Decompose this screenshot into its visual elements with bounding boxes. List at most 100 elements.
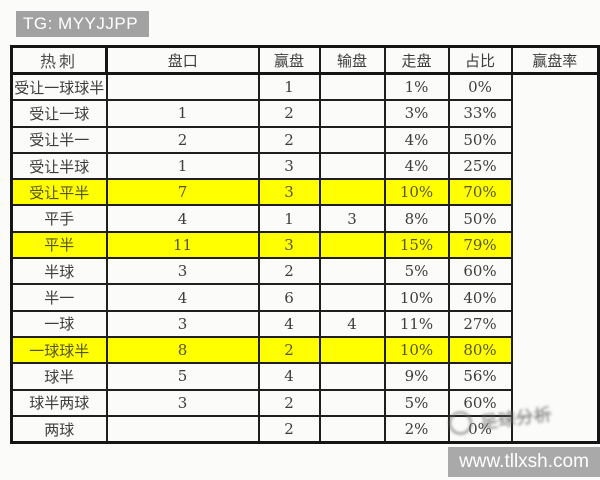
cell-win: 8 [105, 335, 260, 365]
cell-handicap: 平手 [10, 204, 108, 233]
site-watermark-banner: www.tllxsh.com [448, 447, 600, 477]
cell-win: 7 [105, 178, 260, 207]
cell-lose: 2 [257, 414, 321, 444]
cell-handicap: 球半两球 [10, 388, 108, 417]
cell-push [318, 230, 386, 260]
cell-win: 3 [105, 309, 260, 338]
cell-handicap: 一球 [10, 309, 108, 338]
cell-win: 2 [105, 125, 260, 154]
cell-lose: 6 [257, 283, 321, 312]
cell-win [105, 414, 260, 444]
cell-lose: 2 [257, 335, 321, 365]
team-name: 热刺 [39, 52, 78, 71]
cell-handicap: 受让一球球半 [10, 72, 108, 102]
cell-lose: 2 [257, 99, 321, 128]
cell-handicap: 两球 [10, 414, 108, 444]
cell-lose: 2 [257, 125, 321, 154]
cell-push [318, 414, 386, 444]
cell-lose: 2 [257, 388, 321, 417]
cell-share: 3% [383, 99, 450, 128]
cell-winrate: 0% [447, 72, 513, 102]
table-row: 两球 2 2% 0% [10, 414, 599, 444]
cell-handicap: 半球 [10, 257, 108, 286]
cell-win: 4 [105, 204, 260, 233]
table-row: 平手 4 1 3 8% 50% [10, 204, 599, 233]
cell-winrate: 60% [447, 257, 513, 286]
cell-push [318, 335, 386, 365]
table-row: 半一 4 6 10% 40% [10, 283, 599, 312]
cell-handicap: 平半 [10, 230, 108, 260]
table-row: 受让半球 1 3 4% 25% [10, 151, 599, 181]
cell-handicap: 受让平半 [10, 178, 108, 207]
cell-share: 2% [383, 414, 450, 444]
cell-push [318, 72, 386, 102]
cell-lose: 4 [257, 309, 321, 338]
cell-push: 3 [318, 204, 386, 233]
team-name-cell: 热刺 [10, 45, 108, 75]
cell-lose: 3 [257, 230, 321, 260]
cell-win: 3 [105, 388, 260, 417]
cell-push [318, 151, 386, 181]
channel-banner: TG: MYYJJPP [16, 11, 149, 37]
cell-share: 9% [383, 362, 450, 391]
table-row: 一球球半 8 2 10% 80% [10, 335, 599, 365]
cell-win: 1 [105, 99, 260, 128]
cell-win: 11 [105, 230, 260, 260]
cell-share: 4% [383, 151, 450, 181]
cell-handicap: 受让半球 [10, 151, 108, 181]
cell-share: 5% [383, 388, 450, 417]
cell-winrate: 25% [447, 151, 513, 181]
cell-push: 4 [318, 309, 386, 338]
cell-winrate: 50% [447, 125, 513, 154]
cell-win [105, 72, 260, 102]
header-row: 热刺 盘口 赢盘 输盘 走盘 占比 赢盘率 [10, 45, 600, 75]
cell-share: 10% [383, 335, 450, 365]
cell-push [318, 388, 386, 417]
cell-push [318, 178, 386, 207]
col-header-share: 占比 [447, 45, 513, 75]
table-row: 半球 3 2 5% 60% [10, 257, 599, 286]
table-row: 一球 3 4 4 11% 27% [10, 309, 599, 338]
table-body: 受让一球球半 1 1% 0% 受让一球 1 2 3% 33% 受让半一 2 2 … [10, 72, 599, 444]
cell-winrate: 60% [447, 388, 513, 417]
cell-winrate: 27% [447, 309, 513, 338]
cell-share: 10% [383, 283, 450, 312]
cell-handicap: 受让一球 [10, 99, 108, 128]
cell-handicap: 半一 [10, 283, 108, 312]
cell-push [318, 99, 386, 128]
table-row: 球半 5 4 9% 56% [10, 362, 599, 391]
cell-lose: 3 [257, 178, 321, 207]
cell-winrate: 0% [447, 414, 513, 444]
col-header-lose: 输盘 [318, 45, 386, 75]
channel-banner-text: TG: MYYJJPP [23, 14, 139, 33]
cell-winrate: 70% [447, 178, 513, 207]
cell-share: 5% [383, 257, 450, 286]
cell-lose: 4 [257, 362, 321, 391]
cell-lose: 1 [257, 204, 321, 233]
table-row: 受让一球球半 1 1% 0% [10, 72, 599, 102]
cell-winrate: 50% [447, 204, 513, 233]
cell-lose: 1 [257, 72, 321, 102]
table-row: 受让半一 2 2 4% 50% [10, 125, 599, 154]
cell-share: 1% [383, 72, 450, 102]
cell-share: 10% [383, 178, 450, 207]
cell-push [318, 283, 386, 312]
cell-win: 1 [105, 151, 260, 181]
odds-table: 热刺 盘口 赢盘 输盘 走盘 占比 赢盘率 受让一球球半 1 1% 0% 受让一… [10, 45, 600, 445]
table-row: 受让一球 1 2 3% 33% [10, 99, 599, 128]
cell-winrate: 80% [447, 335, 513, 365]
col-header-handicap: 盘口 [105, 45, 260, 75]
cell-winrate: 33% [447, 99, 513, 128]
cell-push [318, 257, 386, 286]
cell-winrate: 56% [447, 362, 513, 391]
cell-win: 4 [105, 283, 260, 312]
cell-push [318, 125, 386, 154]
cell-winrate: 40% [447, 283, 513, 312]
col-header-winrate: 赢盘率 [510, 45, 600, 75]
cell-lose: 2 [257, 257, 321, 286]
table-row: 受让平半 7 3 10% 70% [10, 178, 599, 207]
cell-win: 3 [105, 257, 260, 286]
col-header-push: 走盘 [383, 45, 450, 75]
cell-share: 8% [383, 204, 450, 233]
odds-table-container: 热刺 盘口 赢盘 输盘 走盘 占比 赢盘率 受让一球球半 1 1% 0% 受让一… [10, 45, 600, 445]
